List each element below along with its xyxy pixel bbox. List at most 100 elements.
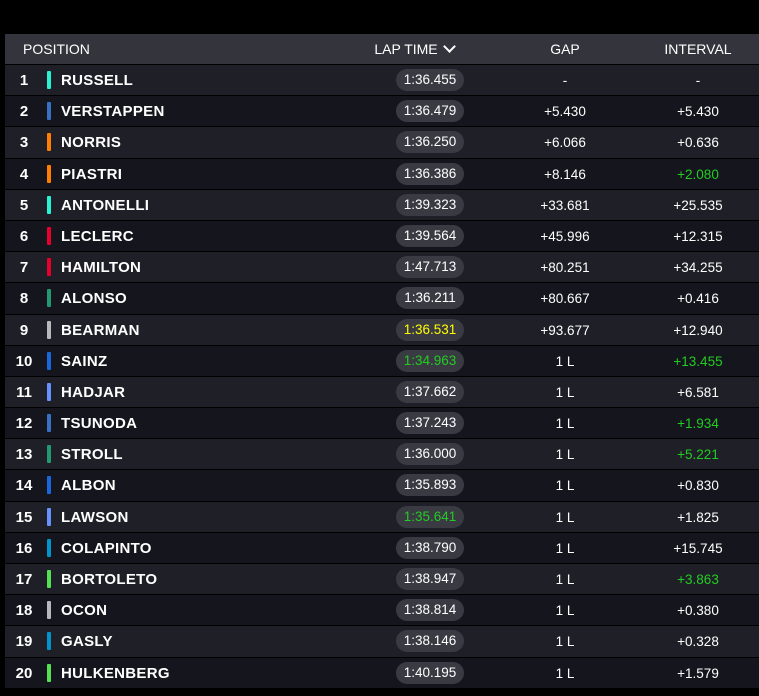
table-row[interactable]: 8 ALONSO 1:36.211 +80.667 +0.416	[5, 283, 759, 314]
header-gap: GAP	[550, 41, 580, 57]
driver-name: BORTOLETO	[61, 571, 158, 588]
interval-value: -	[695, 73, 701, 88]
gap-value: +33.681	[540, 197, 590, 213]
lap-time-pill: 1:40.195	[396, 661, 464, 684]
lap-time-pill: 1:36.386	[396, 162, 464, 185]
lap-time-pill: 1:35.641	[396, 505, 464, 528]
gap-value: +6.066	[544, 135, 586, 151]
table-row[interactable]: 3 NORRIS 1:36.250 +6.066 +0.636	[5, 127, 759, 158]
team-color-bar	[47, 71, 51, 89]
table-row[interactable]: 17 BORTOLETO 1:38.947 1 L +3.863	[5, 564, 759, 595]
driver-name: ANTONELLI	[61, 196, 150, 214]
position-number: 1	[19, 72, 29, 89]
driver-name: LAWSON	[61, 508, 129, 526]
driver-name: RUSSELL	[61, 72, 134, 89]
interval-value: +5.430	[677, 104, 719, 120]
lap-time-pill: 1:35.893	[396, 474, 464, 497]
gap-value: 1 L	[555, 509, 575, 525]
team-color-bar	[47, 538, 51, 557]
table-row[interactable]: 16 COLAPINTO 1:38.790 1 L +15.745	[5, 532, 759, 563]
interval-value: +0.830	[677, 478, 719, 494]
team-color-bar	[47, 289, 51, 308]
gap-value: 1 L	[555, 447, 575, 463]
position-number: 9	[19, 321, 29, 339]
interval-value: +13.455	[673, 353, 723, 369]
team-color-bar	[47, 570, 51, 588]
gap-value: 1 L	[555, 478, 575, 494]
position-number: 10	[15, 352, 33, 370]
lap-time-pill: 1:34.963	[396, 349, 464, 372]
table-row[interactable]: 15 LAWSON 1:35.641 1 L +1.825	[5, 501, 759, 532]
lap-time-pill: 1:37.662	[396, 380, 464, 403]
table-row[interactable]: 7 HAMILTON 1:47.713 +80.251 +34.255	[5, 252, 759, 283]
position-number: 16	[15, 539, 33, 557]
table-row[interactable]: 5 ANTONELLI 1:39.323 +33.681 +25.535	[5, 189, 759, 220]
gap-value: 1 L	[555, 572, 575, 587]
gap-value: 1 L	[555, 665, 575, 681]
team-color-bar	[47, 226, 51, 245]
lap-time-pill: 1:36.455	[396, 69, 464, 91]
driver-name: HADJAR	[61, 383, 126, 401]
interval-value: +0.416	[677, 291, 719, 307]
team-color-bar	[47, 258, 51, 277]
gap-value: +80.251	[540, 260, 590, 276]
gap-value: +8.146	[544, 166, 586, 182]
interval-value: +12.940	[673, 322, 723, 338]
team-color-bar	[47, 476, 51, 495]
driver-name: ALBON	[61, 477, 116, 495]
gap-value: 1 L	[555, 353, 575, 369]
team-color-bar	[47, 382, 51, 401]
table-row[interactable]: 13 STROLL 1:36.000 1 L +5.221	[5, 439, 759, 470]
driver-name: STROLL	[61, 446, 123, 464]
driver-name: GASLY	[61, 633, 113, 651]
table-row[interactable]: 20 HULKENBERG 1:40.195 1 L +1.579	[5, 657, 759, 688]
driver-name: SAINZ	[61, 352, 108, 370]
gap-value: +45.996	[540, 228, 590, 244]
table-row[interactable]: 19 GASLY 1:38.146 1 L +0.328	[5, 626, 759, 657]
interval-value: +12.315	[673, 228, 723, 244]
interval-value: +1.579	[677, 665, 719, 681]
table-row[interactable]: 12 TSUNODA 1:37.243 1 L +1.934	[5, 408, 759, 439]
table-row[interactable]: 14 ALBON 1:35.893 1 L +0.830	[5, 470, 759, 501]
position-number: 20	[15, 664, 33, 682]
timing-rows: 1 RUSSELL 1:36.455 - - 2 VERSTAPPEN 1:36.479 +5.…	[5, 65, 759, 689]
gap-value: +80.667	[540, 291, 590, 307]
position-number: 11	[16, 383, 32, 401]
gap-value: 1 L	[555, 603, 575, 619]
lap-time-pill: 1:39.323	[396, 193, 464, 216]
interval-value: +6.581	[677, 384, 719, 400]
team-color-bar	[47, 414, 51, 433]
lap-time-pill: 1:36.531	[396, 318, 464, 341]
timing-header: POSITION LAP TIME GAP INTERVAL	[5, 34, 759, 64]
interval-value: +3.863	[677, 572, 719, 587]
position-number: 13	[15, 446, 33, 464]
interval-value: +34.255	[673, 260, 723, 276]
interval-value: +15.745	[673, 540, 723, 556]
driver-name: HULKENBERG	[61, 664, 170, 682]
driver-name: VERSTAPPEN	[61, 103, 165, 121]
driver-name: BEARMAN	[61, 321, 140, 339]
table-row[interactable]: 18 OCON 1:38.814 1 L +0.380	[5, 595, 759, 626]
lap-time-pill: 1:47.713	[396, 256, 464, 279]
table-row[interactable]: 2 VERSTAPPEN 1:36.479 +5.430 +5.430	[5, 96, 759, 127]
table-row[interactable]: 1 RUSSELL 1:36.455 - -	[5, 65, 759, 96]
driver-name: NORRIS	[61, 134, 122, 152]
table-row[interactable]: 9 BEARMAN 1:36.531 +93.677 +12.940	[5, 314, 759, 345]
position-number: 2	[19, 103, 29, 121]
position-number: 12	[15, 415, 33, 433]
team-color-bar	[47, 663, 51, 682]
table-row[interactable]: 10 SAINZ 1:34.963 1 L +13.455	[5, 345, 759, 376]
team-color-bar	[47, 320, 51, 339]
header-interval: INTERVAL	[664, 41, 732, 57]
table-row[interactable]: 4 PIASTRI 1:36.386 +8.146 +2.080	[5, 158, 759, 189]
header-lap-time-sort[interactable]: LAP TIME	[365, 34, 463, 64]
lap-time-pill: 1:38.790	[396, 536, 464, 559]
table-row[interactable]: 6 LECLERC 1:39.564 +45.996 +12.315	[5, 220, 759, 252]
table-row[interactable]: 11 HADJAR 1:37.662 1 L +6.581	[5, 376, 759, 408]
team-color-bar	[47, 351, 51, 370]
position-number: 8	[19, 290, 29, 308]
gap-value: +93.677	[540, 322, 590, 338]
chevron-down-icon	[442, 40, 456, 53]
driver-name: OCON	[61, 602, 108, 620]
